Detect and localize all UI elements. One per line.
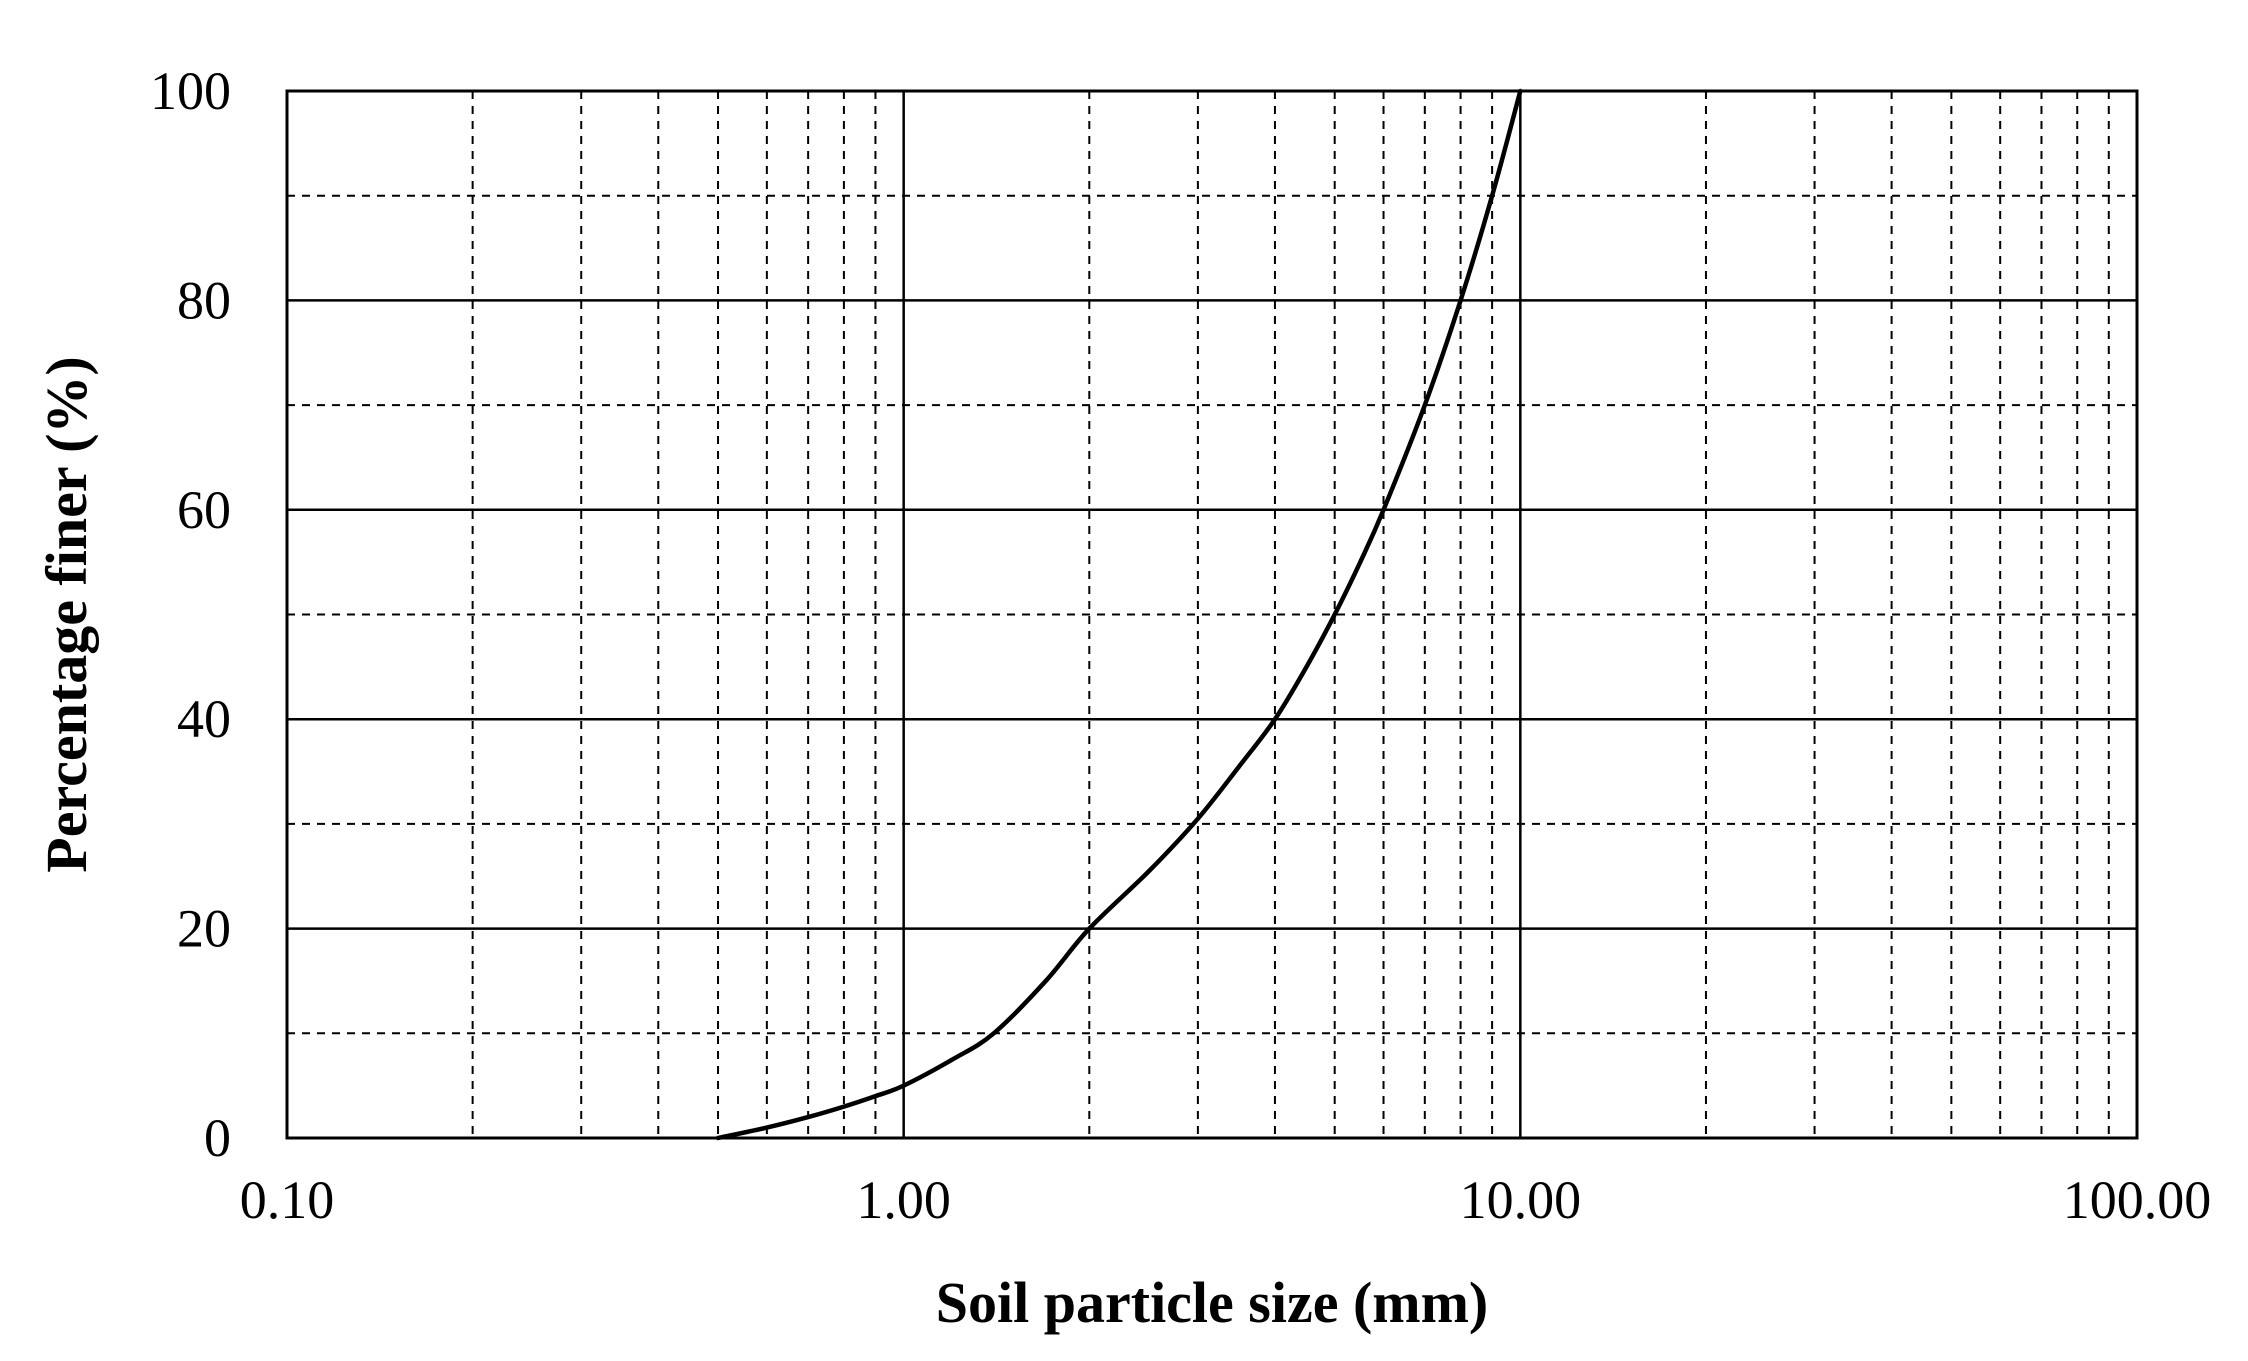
y-tick-label: 20 xyxy=(177,899,231,959)
x-axis-title: Soil particle size (mm) xyxy=(936,1270,1488,1335)
y-tick-label: 40 xyxy=(177,689,231,749)
y-tick-label: 100 xyxy=(150,61,231,121)
y-tick-labels: 0 20 40 60 80 100 xyxy=(150,61,231,1168)
curve-layer xyxy=(715,88,1523,1141)
x-tick-labels: 0.10 1.00 10.00 100.00 xyxy=(240,1170,2212,1230)
grading-curve xyxy=(715,88,1523,1141)
y-axis-title: Percentage finer (%) xyxy=(34,356,99,872)
x-tick-label: 1.00 xyxy=(856,1170,951,1230)
y-tick-label: 80 xyxy=(177,270,231,330)
y-tick-label: 0 xyxy=(204,1108,231,1168)
y-tick-label: 60 xyxy=(177,480,231,540)
x-tick-label: 100.00 xyxy=(2063,1170,2212,1230)
plot-frame xyxy=(285,89,2139,1140)
x-tick-label: 0.10 xyxy=(240,1170,335,1230)
x-tick-label: 10.00 xyxy=(1460,1170,1582,1230)
